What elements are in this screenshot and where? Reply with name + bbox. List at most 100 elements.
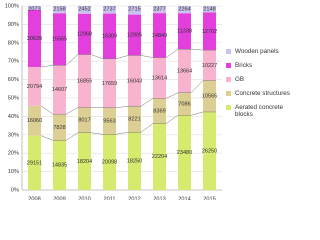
bar-segment xyxy=(178,13,191,50)
value-label: 20098 xyxy=(102,160,118,166)
value-label: 7828 xyxy=(53,125,65,131)
legend-item: Wooden panels xyxy=(226,48,298,55)
value-label: 9563 xyxy=(103,119,115,125)
y-tick-label: 50% xyxy=(8,95,19,101)
y-tick-label: 0% xyxy=(11,187,19,193)
y-tick-label: 60% xyxy=(8,77,19,83)
legend-swatch xyxy=(226,63,231,68)
value-label: 12702 xyxy=(202,29,218,35)
legend-swatch xyxy=(226,105,231,110)
bar-segment xyxy=(78,132,91,190)
value-label: 7086 xyxy=(178,102,190,108)
bar-segment xyxy=(28,6,41,10)
legend-label: Wooden panels xyxy=(235,48,279,55)
value-label: 16309 xyxy=(102,34,118,40)
value-label: 16043 xyxy=(127,78,143,84)
value-label: 8221 xyxy=(128,117,140,123)
chart: 0% 10% 20% 30% 40% 50% 60% 70% 80% 90% 100% 2008 291… xyxy=(5,3,222,200)
legend-swatch xyxy=(226,91,231,96)
bar-segment xyxy=(78,107,91,133)
value-label: 29151 xyxy=(27,160,43,166)
value-label: 2715 xyxy=(128,6,140,12)
legend-item: Bricks xyxy=(226,62,298,69)
legend: Wooden panels Bricks GB Concrete structures… xyxy=(226,48,298,125)
bar-segment xyxy=(153,123,166,190)
legend-swatch xyxy=(226,77,231,82)
value-label: 2158 xyxy=(53,6,65,12)
value-label: 14835 xyxy=(52,163,68,169)
value-label: 15565 xyxy=(52,37,68,43)
bar-segment xyxy=(28,135,41,190)
boundary-line xyxy=(40,80,216,115)
bar-segment xyxy=(103,13,116,59)
value-label: 18204 xyxy=(77,159,93,165)
y-tick-label: 80% xyxy=(8,40,19,46)
bar-segment xyxy=(78,13,91,55)
y-tick-label: 70% xyxy=(8,59,19,65)
bar-segment xyxy=(203,80,216,112)
legend-label: Bricks xyxy=(235,62,253,69)
value-label: 30639 xyxy=(27,36,43,42)
bar-segment xyxy=(78,54,91,108)
legend-label: Aerated concrete blocks xyxy=(235,104,283,118)
value-label: 2377 xyxy=(153,6,165,12)
value-label: 8369 xyxy=(153,108,165,114)
legend-item: GB xyxy=(226,76,298,83)
bar-segment xyxy=(203,6,216,13)
value-label: 2452 xyxy=(78,6,90,12)
bar-segment xyxy=(153,6,166,14)
x-tick-label: 2010 xyxy=(78,196,90,200)
bar-segment xyxy=(53,65,66,115)
value-label: 17659 xyxy=(102,81,118,87)
x-tick-label: 2014 xyxy=(178,196,190,200)
value-label: 2737 xyxy=(103,6,115,12)
value-label: 2264 xyxy=(178,6,190,12)
bar-segment xyxy=(28,9,41,67)
bar-segment xyxy=(103,134,116,190)
legend-item: Aerated concrete blocks xyxy=(226,104,298,118)
bar-segment xyxy=(53,114,66,141)
legend-label: GB xyxy=(235,76,245,83)
bar-segment xyxy=(203,12,216,51)
y-tick-label: 30% xyxy=(8,132,19,138)
bar-segment xyxy=(153,13,166,58)
x-tick-label: 2013 xyxy=(153,196,165,200)
bar-segment xyxy=(178,49,191,93)
bar-segment xyxy=(28,105,41,136)
value-label: 10565 xyxy=(202,94,218,100)
bar-segment xyxy=(53,13,66,66)
y-tick-label: 100% xyxy=(5,3,19,9)
x-tick-label: 2009 xyxy=(53,196,65,200)
bar-segment xyxy=(153,57,166,99)
value-label: 26250 xyxy=(202,148,218,154)
value-label: 23480 xyxy=(177,150,193,156)
value-label: 10227 xyxy=(202,63,218,69)
bar-segment xyxy=(128,55,141,107)
bar-segment xyxy=(128,6,141,15)
value-label: 20794 xyxy=(27,84,43,90)
value-label: 2073 xyxy=(28,6,40,12)
bar-segment xyxy=(78,6,91,14)
y-tick-label: 40% xyxy=(8,114,19,120)
bar-segment xyxy=(203,111,216,190)
bar-segment xyxy=(103,58,116,108)
bar-segment xyxy=(128,106,141,133)
legend-item: Concrete structures xyxy=(226,90,298,97)
value-label: 14607 xyxy=(52,87,68,93)
bar-segment xyxy=(28,66,41,106)
page: 0% 10% 20% 30% 40% 50% 60% 70% 80% 90% 100% 2008 291… xyxy=(5,3,298,200)
value-label: 22204 xyxy=(152,154,168,160)
bar-segment xyxy=(53,6,66,14)
bar-segment xyxy=(178,6,191,14)
value-label: 12968 xyxy=(77,32,93,38)
y-tick-label: 10% xyxy=(8,169,19,175)
value-label: 14849 xyxy=(152,33,168,39)
boundary-line xyxy=(40,111,216,141)
legend-swatch xyxy=(226,49,231,54)
bar-segment xyxy=(128,14,141,56)
bar-segment xyxy=(178,92,191,116)
legend-label: Concrete structures xyxy=(235,90,290,97)
value-label: 16060 xyxy=(27,118,43,124)
bar-segment xyxy=(103,107,116,135)
x-tick-label: 2015 xyxy=(203,196,215,200)
